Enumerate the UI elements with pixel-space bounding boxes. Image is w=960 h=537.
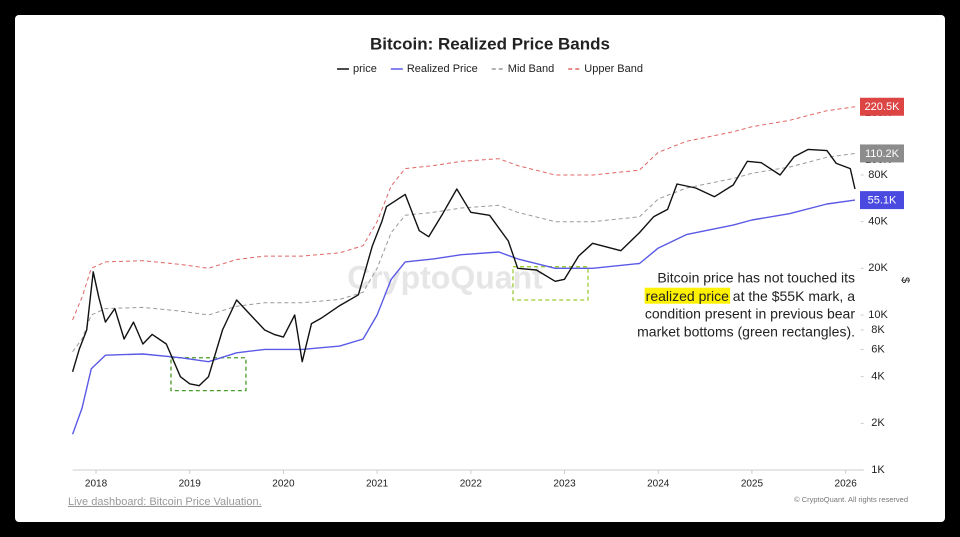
y-axis-label: $ — [899, 277, 911, 283]
y-tick-label: 6K — [871, 343, 885, 355]
annotation: market bottoms (green rectangles). — [637, 324, 855, 340]
x-tick-label: 2022 — [460, 479, 483, 490]
series-line — [72, 106, 856, 321]
series-line — [71, 199, 856, 435]
highlight-box — [170, 357, 247, 392]
highlight-bg — [644, 287, 731, 304]
y-tick-label: 20K — [868, 262, 888, 274]
end-badge — [860, 144, 904, 163]
x-tick-label: 2018 — [85, 479, 108, 490]
x-tick-label: 2020 — [272, 479, 295, 490]
x-tick-label: 2021 — [366, 479, 389, 490]
annotation: Bitcoin price has not touched its — [657, 270, 855, 286]
x-tick-label: 2019 — [179, 479, 202, 490]
legend-label: Realized Price — [407, 63, 478, 75]
y-tick-label: 1K — [871, 464, 885, 476]
copyright: © CryptoQuant. All rights reserved — [794, 495, 908, 504]
annotation-highlight: realized price — [646, 288, 729, 304]
legend-label: price — [353, 63, 377, 75]
y-tick-label: 10K — [868, 309, 888, 321]
x-tick-label: 2023 — [553, 479, 576, 490]
chart-title: Bitcoin: Realized Price Bands — [370, 34, 610, 53]
end-badge-label: 110.2K — [865, 148, 900, 160]
series-line — [71, 148, 856, 387]
legend-label: Upper Band — [584, 63, 643, 75]
y-tick-label: 40K — [868, 216, 888, 228]
end-badge-label: 55.1K — [868, 195, 897, 207]
legend: price Realized Price Mid Band Upper Band — [337, 63, 643, 75]
y-tick-label: 80K — [868, 169, 888, 181]
end-badge — [860, 97, 904, 116]
annotation: condition present in previous bear — [645, 306, 855, 322]
legend-label: Mid Band — [508, 63, 554, 75]
panel — [15, 15, 945, 522]
end-badge-label: 220.5K — [865, 101, 901, 113]
footer-link[interactable]: Live dashboard: Bitcoin Price Valuation. — [68, 496, 262, 508]
x-tick-label: 2025 — [741, 479, 764, 490]
annotation-text: at the $55K mark, a — [729, 288, 855, 304]
x-tick-label: 2024 — [647, 479, 670, 490]
annotation: realized price at the $55K mark, a — [646, 288, 856, 304]
y-tick-label: 4K — [871, 371, 885, 383]
x-tick-label: 2026 — [835, 479, 858, 490]
end-badge — [860, 191, 904, 210]
series-line — [72, 152, 856, 352]
y-tick-label: 8K — [871, 324, 885, 336]
watermark: CryptoQuant — [347, 259, 543, 295]
y-tick-label: 2K — [871, 417, 885, 429]
